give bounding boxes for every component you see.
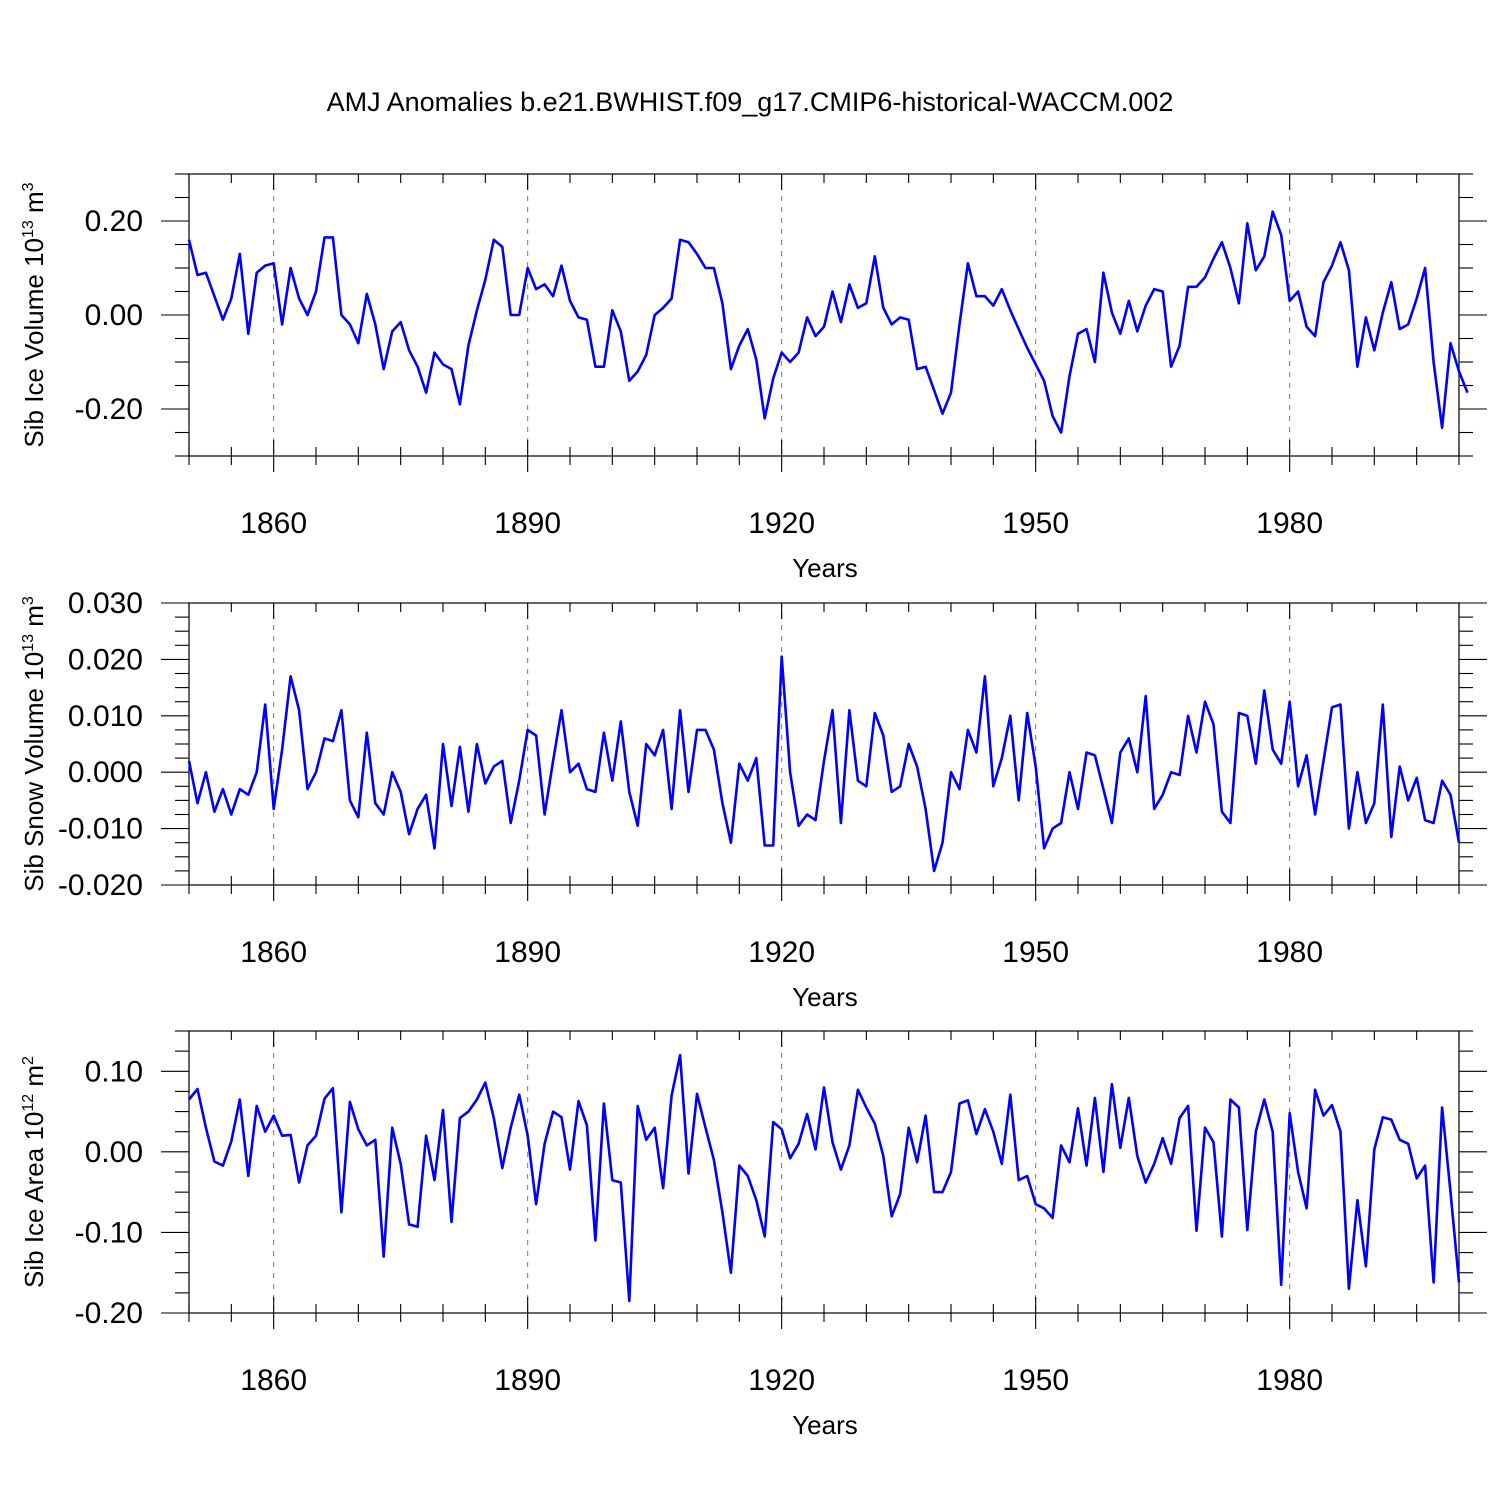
x-tick-label: 1980 [1256,507,1323,540]
y-axis-label: Sib Ice Area 1012 m2 [19,1056,49,1288]
y-axis-label: Sib Ice Volume 1013 m3 [19,182,49,447]
y-tick-label: 0.000 [68,756,143,789]
x-tick-label: 1920 [748,1364,815,1397]
x-tick-label: 1950 [1002,1364,1069,1397]
chart-title: AMJ Anomalies b.e21.BWHIST.f09_g17.CMIP6… [327,87,1174,117]
x-tick-label: 1860 [240,936,307,969]
x-axis-label: Years [792,982,858,1012]
y-tick-label: 0.20 [85,205,143,238]
y-tick-label: -0.020 [58,869,143,902]
y-tick-label: 0.10 [85,1055,143,1088]
x-tick-label: 1980 [1256,936,1323,969]
series-line [187,1053,1461,1303]
y-tick-label: -0.20 [75,1297,143,1330]
ice-volume-panel: -0.20 0.00 0.20 1860 1890 1920 1950 1980 Years Si… [19,173,1487,583]
x-tick-label: 1950 [1002,936,1069,969]
y-tick-label: 0.020 [68,643,143,676]
y-tick-label: 0.00 [85,1136,143,1169]
x-tick-label: 1860 [240,1364,307,1397]
y-tick-label: 0.030 [68,587,143,620]
x-tick-label: 1920 [748,936,815,969]
x-tick-label: 1980 [1256,1364,1323,1397]
x-axis-label: Years [792,1410,858,1440]
x-tick-label: 1860 [240,507,307,540]
ice-area-panel: -0.20 -0.10 0.00 0.10 1860 1890 1920 1950 1980 Ye… [19,1030,1487,1440]
y-tick-label: 0.010 [68,700,143,733]
x-tick-label: 1890 [494,507,561,540]
x-tick-label: 1890 [494,1364,561,1397]
x-tick-label: 1920 [748,507,815,540]
x-tick-label: 1950 [1002,507,1069,540]
y-tick-label: 0.00 [85,299,143,332]
y-tick-label: -0.10 [75,1216,143,1249]
x-tick-label: 1890 [494,936,561,969]
y-tick-label: -0.010 [58,813,143,846]
x-axis-label: Years [792,553,858,583]
snow-volume-panel: -0.020 -0.010 0.000 0.010 0.020 0.030 1860 1890… [19,587,1487,1012]
y-tick-label: -0.20 [75,393,143,426]
series-line [187,655,1461,873]
y-axis-label: Sib Snow Volume 1013 m3 [19,596,49,892]
series-line [187,210,1469,434]
